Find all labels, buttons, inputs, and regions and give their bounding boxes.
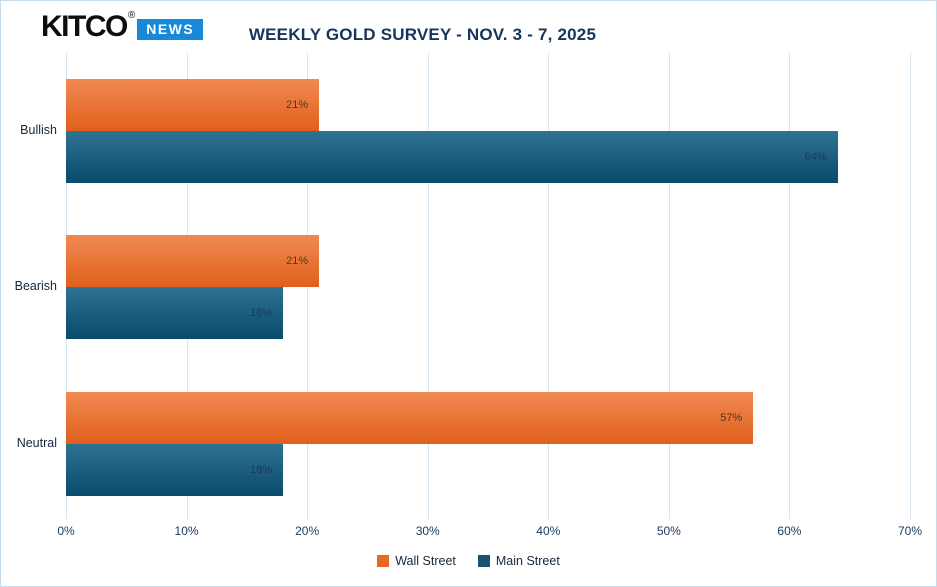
category-label: Neutral xyxy=(16,435,57,450)
x-tick-label: 30% xyxy=(415,524,440,538)
bar-wall-street: 57% xyxy=(66,391,754,444)
x-tick-label: 50% xyxy=(656,524,681,538)
x-tick-label: 60% xyxy=(777,524,802,538)
x-tick-label: 20% xyxy=(295,524,320,538)
legend-swatch-icon xyxy=(477,555,490,567)
bar-value-label: 57% xyxy=(720,411,743,424)
registered-trademark-icon: ® xyxy=(127,10,136,21)
bar-value-label: 21% xyxy=(286,255,309,268)
x-tick-label: 10% xyxy=(174,524,199,538)
gridline xyxy=(668,53,670,519)
bar-main-street: 64% xyxy=(66,131,838,184)
kitco-news-badge: NEWS xyxy=(137,19,204,40)
gridline xyxy=(548,53,550,519)
kitco-wordmark: KITCO xyxy=(41,10,128,43)
bar-value-label: 64% xyxy=(804,151,827,164)
x-tick-label: 0% xyxy=(57,524,75,538)
legend-swatch-icon xyxy=(377,555,390,567)
legend-label: Main Street xyxy=(495,554,560,568)
gridline xyxy=(789,53,791,519)
bar-value-label: 18% xyxy=(249,463,273,476)
category-label: Bearish xyxy=(14,279,57,294)
gridline xyxy=(910,53,911,519)
bar-main-street: 18% xyxy=(66,287,284,340)
bar-main-street: 18% xyxy=(66,443,284,496)
legend-item-wall-street: Wall Street xyxy=(377,554,456,568)
chart-title: WEEKLY GOLD SURVEY - NOV. 3 - 7, 2025 xyxy=(248,25,597,44)
x-tick-label: 40% xyxy=(536,524,561,538)
bar-wall-street: 21% xyxy=(66,79,320,132)
bar-value-label: 18% xyxy=(249,307,273,320)
bar-wall-street: 21% xyxy=(66,235,320,288)
legend: Wall Street Main Street xyxy=(1,554,936,572)
gridline xyxy=(427,53,429,519)
kitco-logo: KITCO ® NEWS xyxy=(41,10,204,43)
bar-value-label: 21% xyxy=(286,99,309,112)
legend-item-main-street: Main Street xyxy=(477,554,560,568)
legend-label: Wall Street xyxy=(395,554,456,568)
category-label: Bullish xyxy=(20,123,57,138)
x-tick-label: 70% xyxy=(897,524,923,538)
